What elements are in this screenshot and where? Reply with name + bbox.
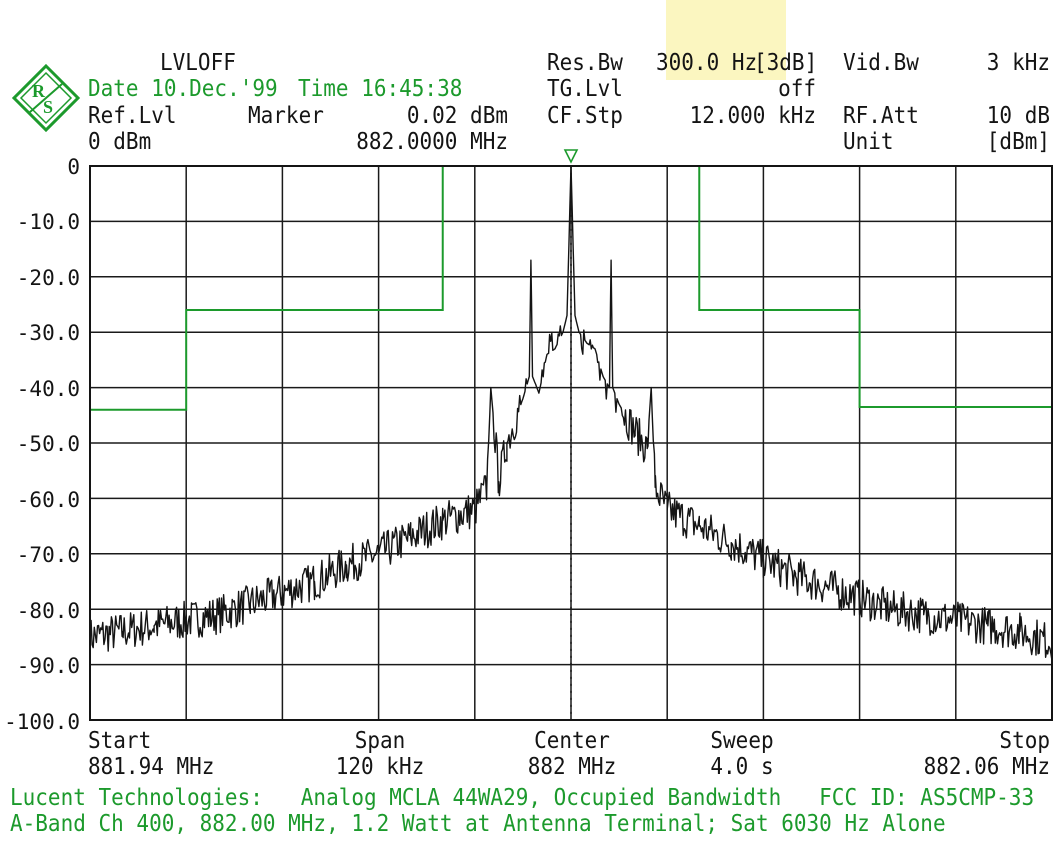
limit-mask-line xyxy=(90,166,1052,411)
start-label: Start xyxy=(88,726,152,754)
y-tick-label: -90.0 xyxy=(16,654,80,678)
y-tick-label: -50.0 xyxy=(16,432,80,456)
vid-bw-value: 3 kHz xyxy=(986,48,1050,76)
rf-att-value: 10 dB xyxy=(986,101,1050,129)
tg-level-label: TG.Lvl xyxy=(547,74,623,102)
y-tick-label: -70.0 xyxy=(16,543,80,567)
ref-level-value: 0 dBm xyxy=(88,127,152,155)
rohde-schwarz-logo-icon: R S xyxy=(12,64,80,132)
unit-label: Unit xyxy=(843,127,894,155)
stop-value: 882.06 MHz xyxy=(923,752,1050,780)
marker-level: 0.02 dBm xyxy=(406,101,508,129)
y-tick-label: -80.0 xyxy=(16,599,80,623)
sweep-label: Sweep xyxy=(710,726,774,754)
span-value: 120 kHz xyxy=(335,752,425,780)
y-tick-label: 0 xyxy=(67,155,80,179)
tg-level-value: off xyxy=(778,74,816,102)
sweep-value: 4.0 s xyxy=(710,752,774,780)
date-label: Date 10.Dec.'99 xyxy=(88,74,278,102)
y-tick-label: -10.0 xyxy=(16,210,80,234)
y-tick-label: -20.0 xyxy=(16,266,80,290)
marker-triangle-icon xyxy=(563,149,579,164)
svg-text:R: R xyxy=(32,81,46,101)
y-tick-label: -30.0 xyxy=(16,321,80,345)
unit-value: [dBm] xyxy=(986,127,1050,155)
mode-label: LVLOFF xyxy=(160,48,236,76)
res-bw-suffix: [3dB] xyxy=(754,48,818,76)
vid-bw-label: Vid.Bw xyxy=(843,48,919,76)
y-tick-label: -60.0 xyxy=(16,488,80,512)
ref-level-label: Ref.Lvl xyxy=(88,101,177,129)
svg-text:S: S xyxy=(43,97,53,117)
y-tick-label: -100.0 xyxy=(4,710,80,734)
plot-frame xyxy=(89,165,1053,721)
marker-frequency: 882.0000 MHz xyxy=(356,127,508,155)
center-value: 882 MHz xyxy=(527,752,617,780)
highlight-mark xyxy=(666,0,786,80)
span-label: Span xyxy=(354,726,406,754)
y-tick-label: -40.0 xyxy=(16,377,80,401)
stop-label: Stop xyxy=(999,726,1050,754)
plot-grid xyxy=(90,166,1052,720)
start-value: 881.94 MHz xyxy=(88,752,215,780)
cf-step-value: 12.000 kHz xyxy=(689,101,816,129)
time-label: Time 16:45:38 xyxy=(298,74,463,102)
center-label: Center xyxy=(534,726,610,754)
caption-line-2: A-Band Ch 400, 882.00 MHz, 1.2 Watt at A… xyxy=(10,809,946,837)
rf-att-label: RF.Att xyxy=(843,101,919,129)
cf-step-label: CF.Stp xyxy=(547,101,623,129)
caption-line-1: Lucent Technologies: Analog MCLA 44WA29,… xyxy=(10,783,1035,811)
res-bw-label: Res.Bw xyxy=(547,48,623,76)
res-bw-value: 300.0 Hz xyxy=(656,48,758,76)
marker-label: Marker xyxy=(248,101,324,129)
